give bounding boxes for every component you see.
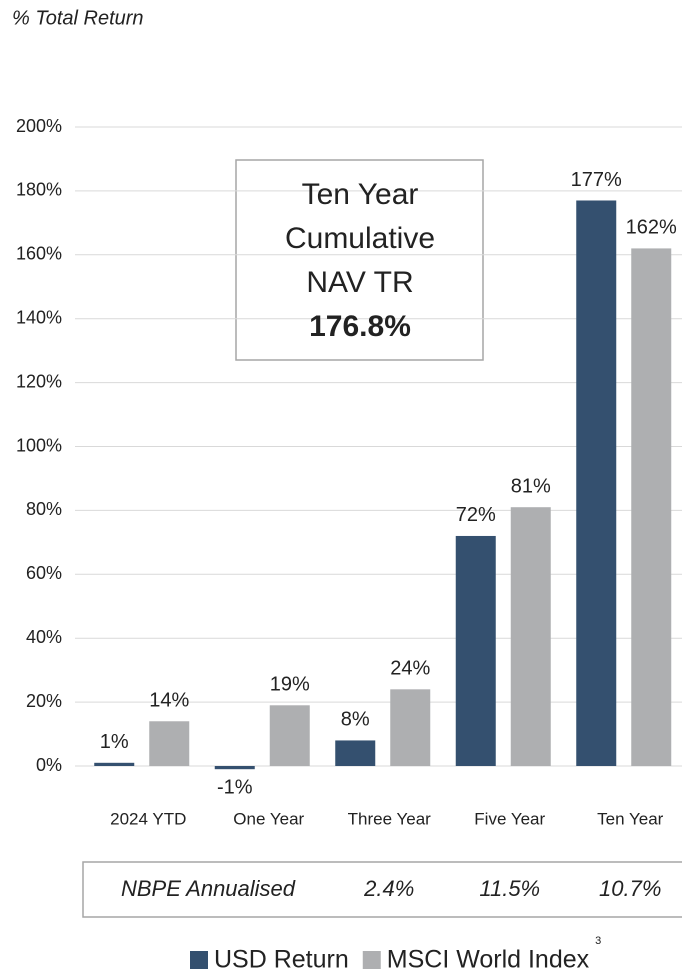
data-label: 8% — [341, 709, 370, 731]
table-value: 10.7% — [599, 876, 661, 901]
table-label: NBPE Annualised — [121, 876, 296, 901]
annotation-text: Ten Year — [302, 178, 419, 211]
y-tick-label: 180% — [16, 180, 62, 200]
bar — [269, 705, 310, 766]
y-tick-label: 80% — [26, 499, 62, 519]
x-tick-label: Ten Year — [597, 809, 664, 828]
y-tick-label: 200% — [16, 116, 62, 136]
bar — [390, 689, 431, 766]
data-label: 72% — [456, 504, 496, 526]
annotation-highlight: 176.8% — [309, 310, 411, 343]
bar — [214, 766, 255, 770]
x-tick-label: Three Year — [348, 809, 432, 828]
data-label: 24% — [390, 658, 430, 680]
bar — [576, 200, 617, 767]
chart-title: % Total Return — [12, 7, 144, 29]
legend-note: 3 — [595, 935, 601, 947]
y-tick-label: 40% — [26, 627, 62, 647]
table-value: 2.4% — [363, 876, 414, 901]
data-label: 81% — [511, 475, 551, 497]
data-label: -1% — [217, 776, 253, 798]
legend-swatch — [190, 951, 208, 969]
bar — [149, 721, 190, 766]
data-label: 162% — [626, 217, 677, 239]
legend-label: USD Return — [214, 946, 349, 973]
y-tick-label: 0% — [36, 755, 62, 775]
bar — [510, 507, 551, 766]
annotation-text: Cumulative — [285, 222, 435, 255]
y-tick-label: 160% — [16, 244, 62, 264]
legend-label: MSCI World Index — [387, 946, 590, 973]
bar — [335, 740, 376, 766]
y-tick-label: 140% — [16, 307, 62, 327]
table-box — [82, 861, 682, 918]
y-tick-label: 100% — [16, 435, 62, 455]
y-tick-label: 20% — [26, 691, 62, 711]
y-tick-label: 120% — [16, 371, 62, 391]
data-label: 14% — [149, 690, 189, 712]
data-label: 19% — [270, 674, 310, 696]
bar — [455, 535, 496, 766]
data-label: 1% — [100, 731, 129, 753]
legend-swatch — [362, 951, 381, 969]
x-tick-label: Five Year — [474, 809, 545, 828]
y-tick-label: 60% — [26, 563, 62, 583]
bar — [94, 762, 135, 766]
annotation-box — [235, 159, 484, 361]
x-tick-label: One Year — [233, 809, 304, 828]
annotation-text: NAV TR — [306, 266, 413, 299]
table-value: 11.5% — [479, 876, 540, 901]
data-label: 177% — [571, 169, 622, 191]
x-tick-label: 2024 YTD — [110, 809, 186, 828]
bar — [631, 248, 672, 766]
